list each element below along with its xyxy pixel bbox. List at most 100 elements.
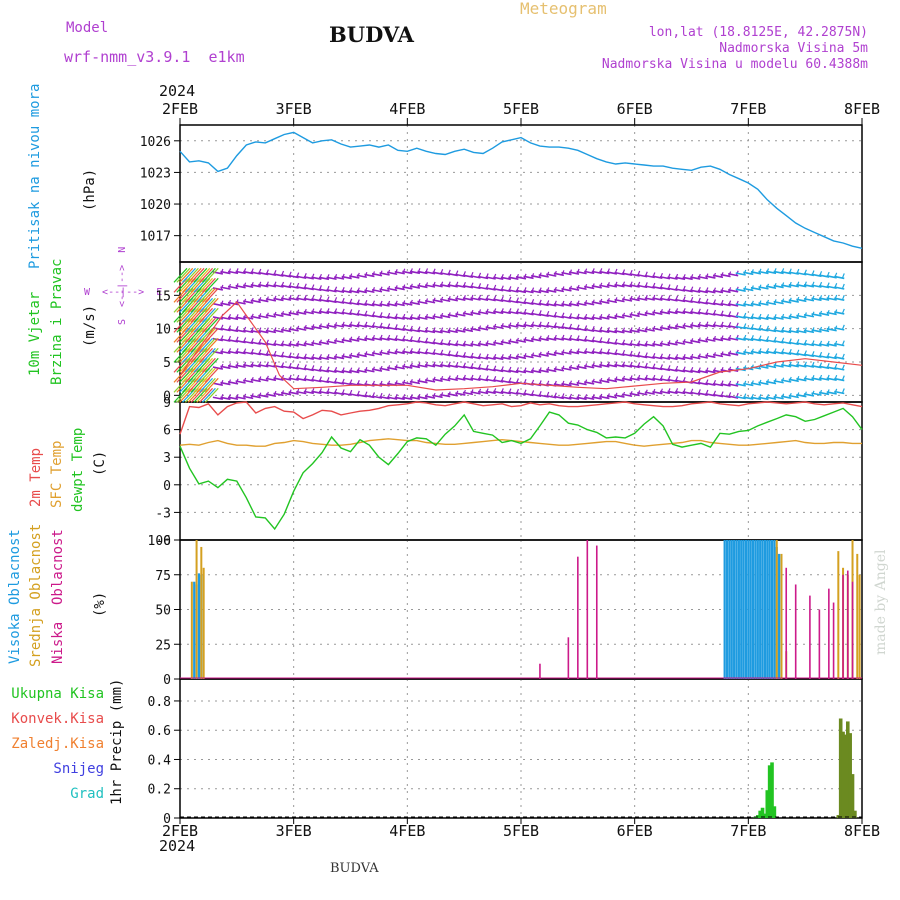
cloud-bar xyxy=(751,540,755,679)
wind-barb-flag xyxy=(773,268,777,274)
x-tick-label-top: 2FEB xyxy=(162,100,198,118)
cloud-tick-label: 25 xyxy=(155,638,171,653)
pressure-tick-label: 1020 xyxy=(140,198,171,213)
wind-barb-strong xyxy=(199,377,214,393)
wind-barb-strong xyxy=(204,317,219,333)
precip-bar xyxy=(767,765,772,818)
wind-compass-ew: W <--|--> E xyxy=(84,287,163,298)
x-tick-label-top: 5FEB xyxy=(503,100,539,118)
wind-barb-strong xyxy=(199,327,214,343)
cloud-bar xyxy=(740,540,743,679)
wind-barb-flag xyxy=(841,340,845,346)
x-tick-label-top: 3FEB xyxy=(276,100,312,118)
wind-barb-flag xyxy=(644,374,648,381)
wind-barb-strong xyxy=(199,357,214,373)
wind-barb-flag xyxy=(326,308,330,314)
wind-barb-flag xyxy=(841,375,845,381)
wind-barb-flag xyxy=(674,388,679,394)
wind-barb-flag xyxy=(258,361,262,367)
pressure-line xyxy=(179,131,863,249)
cloud-bar xyxy=(846,570,849,679)
temperature-tick-label: 6 xyxy=(163,424,171,439)
cloud-bar xyxy=(725,540,729,679)
wind-barb-strong xyxy=(199,337,214,353)
wind-barb-strong xyxy=(204,327,219,343)
cloud-bar xyxy=(195,540,198,679)
precip-tick-label: 0.2 xyxy=(148,783,171,798)
wind-speed-line xyxy=(179,301,863,391)
cloud-bar xyxy=(794,584,797,679)
legend-frz-rain: Zaledj.Kisa xyxy=(11,736,104,752)
wind-tick-label: 0 xyxy=(163,389,171,404)
legend-snow: Snijeg xyxy=(53,761,104,777)
wind-barb-flag xyxy=(841,308,845,315)
temperature-tick-label: -3 xyxy=(155,506,171,521)
wind-barb-flag xyxy=(682,308,686,314)
cloud-bar xyxy=(858,574,861,679)
wind-barb-strong xyxy=(201,377,216,393)
wind-barb-strong xyxy=(199,347,214,363)
wind-barb-flag xyxy=(788,327,792,333)
wind-barb-flag xyxy=(296,294,300,301)
wind-barb-strong xyxy=(199,267,214,283)
wind-barb-flag xyxy=(258,327,262,333)
cloud-bar xyxy=(756,540,759,679)
wind-tick-label: 5 xyxy=(163,356,171,371)
cloud-bar xyxy=(737,540,740,679)
x-tick-label-top: 4FEB xyxy=(389,100,425,118)
x-tick-label-top: 6FEB xyxy=(617,100,653,118)
precip-tick-label: 0.6 xyxy=(148,724,171,739)
precip-bar xyxy=(841,731,845,818)
cloud-bar xyxy=(595,545,598,679)
temperature-tick-label: 9 xyxy=(163,396,171,411)
wind-barb-flag xyxy=(796,361,800,367)
wind-barb-flag xyxy=(531,321,535,327)
model-elevation-label: Nadmorska Visina u modelu 60.4388m xyxy=(601,57,868,72)
wind-barb-strong xyxy=(190,267,205,283)
wind-barb-strong xyxy=(204,337,219,353)
cloud-bar xyxy=(747,540,750,679)
x-tick-label-bottom: 6FEB xyxy=(617,822,653,840)
pressure-tick-label: 1017 xyxy=(140,230,171,245)
precip-bar xyxy=(765,790,770,818)
wind-barb-flag xyxy=(599,268,603,274)
cloud-bar xyxy=(577,556,579,679)
wind-barb-strong xyxy=(204,297,219,313)
wind-barb-strong xyxy=(204,357,219,373)
model-label: Model xyxy=(66,20,109,36)
sfc-temp-line xyxy=(179,438,862,447)
wind-barb-flag xyxy=(697,367,701,373)
x-tick-label-top: 7FEB xyxy=(730,100,766,118)
precip-bar xyxy=(850,774,855,818)
wind-barb-strong xyxy=(199,317,214,333)
x-tick-label-bottom: 2FEB xyxy=(162,822,198,840)
cloud-bar xyxy=(742,540,745,679)
wind-barb-flag xyxy=(841,388,845,394)
x-tick-label-bottom: 4FEB xyxy=(389,822,425,840)
wind-barb-flag xyxy=(765,348,770,354)
cloud-bar xyxy=(773,540,776,679)
wind-barb-strong xyxy=(201,277,216,293)
model-name: wrf-nmm_v3.9.1 e1km xyxy=(64,48,245,66)
cloud-bar xyxy=(586,540,589,679)
temperature-frame xyxy=(179,401,863,541)
footer-station: BUDVA xyxy=(330,861,379,876)
cloud-bar xyxy=(202,567,205,679)
cloud-bar xyxy=(754,540,757,679)
cloud-bar xyxy=(730,540,733,679)
pressure-tick-label: 1026 xyxy=(140,135,171,150)
wind-barb-flag xyxy=(493,354,497,360)
wind-barb-strong xyxy=(204,287,219,303)
cloud-bar xyxy=(744,540,748,679)
x-tick-label-top: 8FEB xyxy=(844,100,880,118)
wind-barb-flag xyxy=(265,281,269,287)
wind-barb-strong xyxy=(201,297,216,313)
wind-tick-label: 10 xyxy=(155,323,171,338)
cloud-bar xyxy=(856,553,859,679)
cloud-bar xyxy=(780,553,783,679)
wind-barb-flag xyxy=(834,294,838,301)
cloud-bar xyxy=(197,573,201,679)
x-tick-label-bottom: 3FEB xyxy=(276,822,312,840)
wind-barb-flag xyxy=(826,374,830,381)
year-bottom-label: 2024 xyxy=(159,837,196,855)
